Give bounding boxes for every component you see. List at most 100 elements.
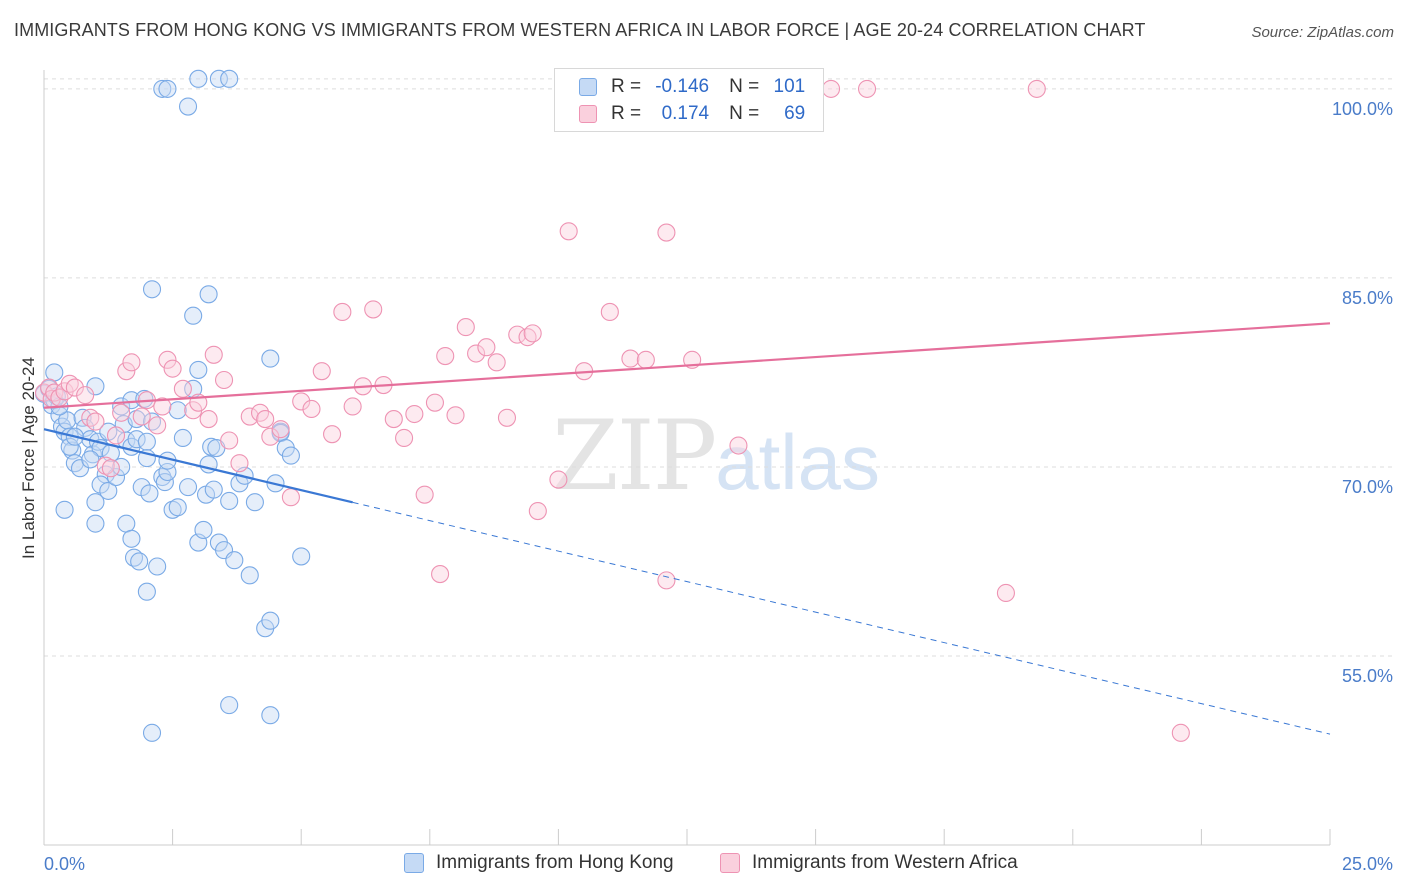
watermark-zip: ZIP: [552, 400, 717, 512]
hong-kong-point: [106, 467, 126, 487]
hong-kong-point: [184, 306, 203, 325]
legend-item-hong-kong: Immigrants from Hong Kong: [404, 852, 674, 874]
western-africa-point: [256, 410, 275, 429]
hong-kong-point: [122, 529, 141, 548]
western-africa-point: [729, 436, 748, 455]
western-africa-point: [487, 353, 506, 372]
correlation-legend: R = -0.146 N = 101 R = 0.174 N = 69: [554, 68, 824, 132]
legend-swatch-pink: [720, 853, 740, 873]
legend-item-label: Immigrants from Hong Kong: [436, 852, 674, 873]
western-africa-point: [395, 428, 414, 448]
hong-kong-point: [178, 97, 198, 116]
chart-title: IMMIGRANTS FROM HONG KONG VS IMMIGRANTS …: [14, 20, 1146, 40]
western-africa-point: [508, 325, 527, 344]
hong-kong-point: [261, 706, 280, 725]
western-africa-point: [384, 410, 403, 429]
western-africa-point: [214, 370, 234, 390]
watermark-atlas: atlas: [715, 418, 880, 506]
hong-kong-point: [261, 349, 280, 368]
hong-kong-point: [220, 491, 239, 511]
western-africa-point: [230, 454, 249, 473]
hong-kong-point: [199, 285, 218, 304]
western-africa-point: [271, 420, 290, 439]
x-tick-label: 25.0%: [1342, 854, 1393, 874]
hong-kong-point: [142, 723, 162, 742]
hong-kong-point: [86, 514, 105, 533]
hong-kong-point: [140, 484, 159, 503]
hong-kong-point: [86, 493, 105, 512]
trend-layer: [43, 322, 1331, 735]
western-africa-point: [343, 397, 362, 416]
western-africa-point: [600, 302, 619, 322]
western-africa-point: [477, 338, 496, 357]
legend-row-western-africa: R = 0.174 N = 69: [579, 101, 805, 127]
western-africa-point: [996, 583, 1015, 603]
hong-kong-point: [245, 493, 264, 512]
western-africa-point: [657, 223, 676, 242]
hong-kong-point: [189, 69, 208, 88]
hong-kong-point: [127, 430, 146, 449]
hong-kong-point: [130, 552, 149, 571]
western-africa-point: [549, 470, 568, 489]
hong-kong-point: [137, 432, 156, 451]
western-africa-point: [621, 349, 640, 368]
hong-kong-point: [55, 500, 74, 519]
source-credit: Source: ZipAtlas.com: [1251, 24, 1394, 41]
hong-kong-trendline: [43, 428, 353, 504]
legend-n-label: N =: [729, 76, 760, 97]
hong-kong-point: [220, 69, 239, 88]
western-africa-point: [281, 488, 300, 507]
western-africa-point: [456, 318, 475, 337]
hong-kong-point: [158, 79, 177, 98]
y-tick-label: 70.0%: [1342, 477, 1393, 497]
western-africa-point: [132, 407, 151, 426]
y-axis-label: In Labor Force | Age 20-24: [19, 357, 38, 559]
western-africa-point: [467, 344, 486, 363]
legend-r-label: R =: [611, 76, 642, 97]
hong-kong-point: [168, 498, 187, 517]
y-tick-label: 85.0%: [1342, 288, 1393, 308]
hong-kong-point: [65, 454, 84, 473]
y-tick-label: 55.0%: [1342, 666, 1393, 686]
western-africa-trendline: [43, 322, 1331, 409]
watermark: ZIPatlas: [552, 400, 880, 512]
legend-n-value: 69: [784, 103, 806, 124]
western-africa-point: [86, 412, 105, 431]
legend-r-value: 0.174: [661, 103, 710, 124]
western-africa-point: [415, 485, 434, 504]
western-africa-point: [158, 350, 177, 369]
western-africa-point: [112, 403, 131, 422]
hong-kong-point: [81, 450, 100, 469]
legend-r-label: R =: [611, 103, 642, 124]
western-africa-point: [261, 427, 280, 446]
western-africa-point: [292, 392, 311, 411]
western-africa-point: [1171, 723, 1190, 742]
hong-kong-point: [148, 557, 167, 576]
hong-kong-point: [292, 547, 311, 566]
western-africa-point: [523, 324, 542, 343]
hong-kong-point: [153, 467, 172, 487]
hong-kong-point: [261, 611, 280, 630]
legend-n-label: N =: [729, 103, 760, 124]
hong-kong-point: [45, 363, 64, 382]
hong-kong-point: [122, 391, 141, 410]
western-africa-point: [204, 345, 223, 364]
western-africa-point: [1027, 79, 1046, 98]
hong-kong-point: [137, 582, 156, 601]
western-africa-point: [240, 407, 259, 426]
western-africa-point: [220, 431, 239, 450]
western-africa-point: [302, 399, 321, 419]
hong-kong-point: [142, 280, 162, 299]
western-africa-point: [405, 404, 424, 424]
western-africa-point: [425, 393, 444, 412]
legend-row-hong-kong: R = -0.146 N = 101: [579, 74, 805, 100]
western-africa-point: [431, 565, 450, 584]
legend-swatch-pink: [579, 105, 597, 123]
western-africa-point: [117, 362, 136, 381]
hong-kong-point: [60, 437, 79, 456]
hong-kong-point: [189, 360, 208, 379]
legend-swatch-blue: [579, 78, 597, 96]
western-africa-point: [101, 459, 120, 478]
western-africa-point: [436, 347, 455, 366]
hong-kong-point: [168, 401, 187, 420]
